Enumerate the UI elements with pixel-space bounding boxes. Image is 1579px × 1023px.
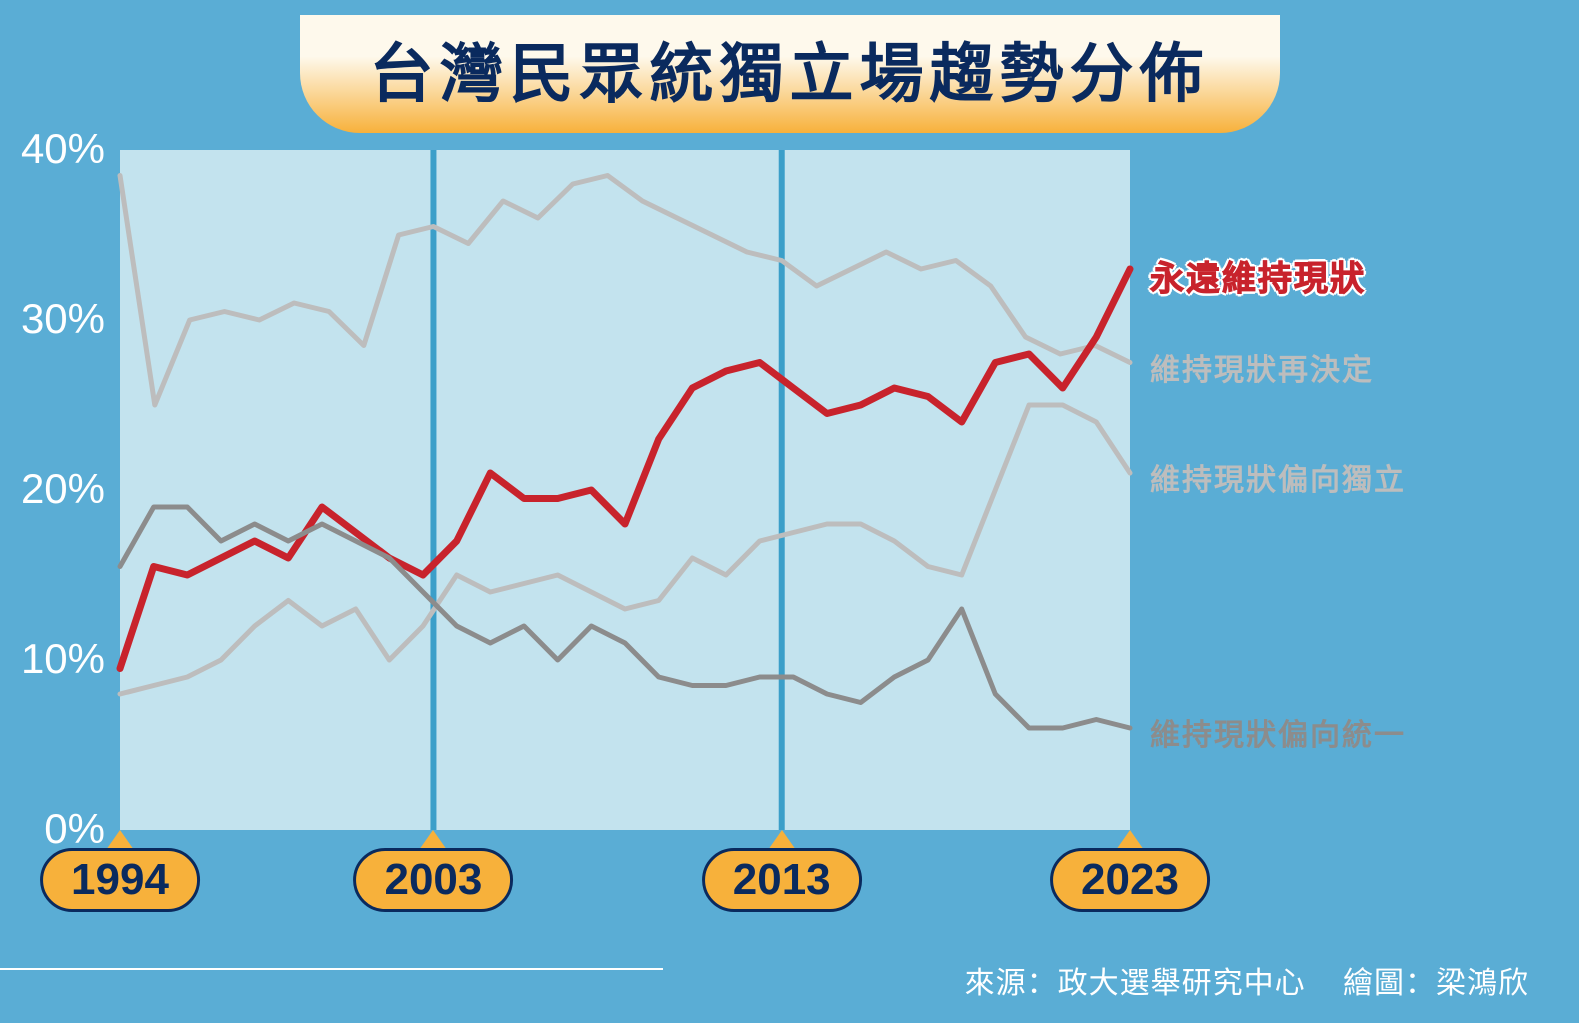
year-marker-triangle — [419, 830, 447, 850]
credit-line: 來源：政大選舉研究中心 繪圖：梁鴻欣 — [965, 958, 1529, 1002]
y-tick-label: 0% — [0, 805, 105, 853]
series-label-lean_independence: 維持現狀偏向獨立 — [1150, 455, 1406, 499]
year-marker-triangle — [1116, 830, 1144, 850]
year-pill: 1994 — [40, 848, 200, 912]
year-pill: 2013 — [702, 848, 862, 912]
series-label-maintain_forever: 永遠維持現狀 — [1150, 251, 1366, 300]
y-tick-label: 30% — [0, 295, 105, 343]
credit-source-value: 政大選舉研究中心 — [1058, 967, 1306, 1000]
credit-artist-value: 梁鴻欣 — [1436, 967, 1529, 1000]
credit-source-label: 來源 — [965, 967, 1027, 1000]
y-tick-label: 40% — [0, 125, 105, 173]
y-tick-label: 20% — [0, 465, 105, 513]
y-tick-label: 10% — [0, 635, 105, 683]
series-label-decide_later: 維持現狀再決定 — [1150, 345, 1374, 389]
year-pill: 2023 — [1050, 848, 1210, 912]
series-label-lean_unification: 維持現狀偏向統一 — [1150, 710, 1406, 754]
year-marker-triangle — [768, 830, 796, 850]
year-marker-triangle — [106, 830, 134, 850]
page-root: 台灣民眾統獨立場趨勢分佈 0%10%20%30%40% 199420032013… — [0, 0, 1579, 1023]
credit-colon-2: ： — [1405, 967, 1436, 1000]
year-pill: 2003 — [353, 848, 513, 912]
bottom-rule — [0, 968, 663, 970]
credit-artist-label: 繪圖 — [1343, 967, 1405, 1000]
credit-colon-1: ： — [1027, 967, 1058, 1000]
